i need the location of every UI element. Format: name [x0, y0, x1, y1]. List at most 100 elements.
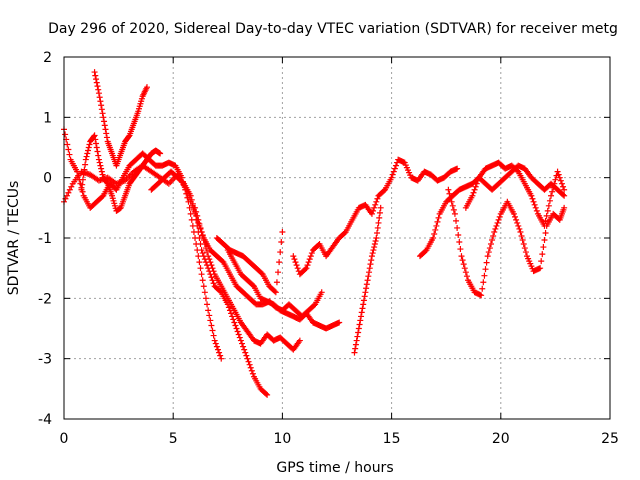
data-point	[493, 222, 500, 229]
data-point	[103, 130, 110, 137]
data-point	[542, 229, 549, 236]
data-point	[210, 332, 217, 339]
data-point	[458, 253, 465, 260]
data-point	[518, 232, 525, 239]
data-point	[85, 147, 92, 154]
data-point	[354, 333, 361, 340]
data-point	[95, 152, 102, 159]
data-point	[225, 304, 232, 311]
data-point	[243, 352, 250, 359]
data-point	[193, 212, 200, 219]
data-point	[232, 322, 239, 329]
data-point	[356, 321, 363, 328]
data-point	[194, 216, 201, 223]
data-point	[208, 322, 215, 329]
data-point	[549, 188, 556, 195]
data-point	[209, 265, 216, 272]
data-point	[95, 90, 102, 97]
data-point	[96, 159, 103, 166]
data-point	[202, 295, 209, 302]
data-point	[545, 202, 552, 209]
data-point	[463, 273, 470, 280]
data-point	[214, 346, 221, 353]
data-point	[365, 273, 372, 280]
data-point	[244, 355, 251, 362]
data-point	[99, 110, 106, 117]
data-point	[92, 136, 99, 143]
data-point	[263, 390, 270, 397]
data-point	[374, 229, 381, 236]
axes-ticks: 0 5 10 15 20 25 -4 -3 -2 -1 0 1 2	[38, 50, 619, 447]
data-point	[471, 186, 478, 193]
data-point	[494, 219, 501, 226]
data-point	[363, 281, 370, 288]
data-point	[519, 237, 526, 244]
data-point	[540, 244, 547, 251]
data-point	[189, 222, 196, 229]
data-point	[370, 207, 377, 214]
data-point	[372, 201, 379, 208]
data-point	[520, 241, 527, 248]
data-point	[454, 224, 461, 231]
data-point	[210, 280, 217, 287]
data-point	[371, 204, 378, 211]
data-point	[240, 343, 247, 350]
data-point	[264, 391, 271, 398]
data-point	[445, 186, 452, 193]
data-point	[66, 186, 73, 193]
data-point	[279, 228, 286, 235]
y-tick-label: -2	[38, 291, 52, 307]
data-point	[514, 167, 521, 174]
data-point	[483, 259, 490, 266]
data-point	[246, 361, 253, 368]
data-point	[91, 69, 98, 76]
series-track-c	[91, 69, 150, 169]
data-point	[546, 197, 553, 204]
data-point	[308, 250, 315, 257]
data-point	[375, 219, 382, 226]
data-point	[93, 144, 100, 151]
data-point	[341, 229, 348, 236]
data-point	[188, 196, 195, 203]
data-point	[249, 370, 256, 377]
data-point	[197, 225, 204, 232]
data-point	[93, 79, 100, 86]
data-point	[207, 317, 214, 324]
data-point	[351, 349, 358, 356]
data-point	[79, 181, 86, 188]
data-point	[454, 165, 461, 172]
data-point	[560, 183, 567, 190]
data-point	[278, 239, 285, 246]
data-point	[64, 141, 71, 148]
data-point	[358, 313, 365, 320]
data-point	[92, 72, 99, 79]
data-point	[63, 192, 70, 199]
data-point	[355, 325, 362, 332]
data-point	[487, 241, 494, 248]
data-point	[241, 346, 248, 353]
data-point	[380, 187, 387, 194]
data-point	[93, 76, 100, 83]
data-point	[184, 194, 191, 201]
data-point	[473, 180, 480, 187]
data-point	[293, 262, 300, 269]
data-point	[435, 214, 442, 221]
data-point	[99, 193, 106, 200]
x-tick-label: 0	[60, 431, 69, 447]
data-point	[196, 259, 203, 266]
data-point	[74, 168, 81, 175]
data-point	[201, 289, 208, 296]
data-point	[192, 208, 199, 215]
data-point	[242, 349, 249, 356]
data-point	[363, 285, 370, 292]
x-tick-label: 20	[492, 431, 510, 447]
data-point	[544, 207, 551, 214]
data-point	[366, 265, 373, 272]
data-point	[273, 279, 280, 286]
data-point	[217, 288, 224, 295]
data-point	[98, 168, 105, 175]
data-point	[370, 247, 377, 254]
data-point	[65, 189, 72, 196]
data-point	[513, 216, 520, 223]
